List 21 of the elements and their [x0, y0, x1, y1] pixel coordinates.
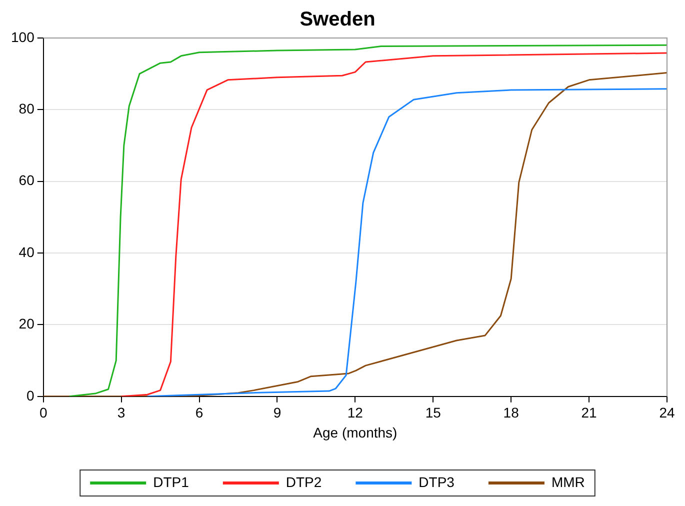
legend-label: DTP2 — [286, 474, 322, 490]
x-tick-label: 21 — [581, 404, 598, 421]
x-tick-label: 0 — [39, 404, 48, 421]
x-tick-label: 18 — [503, 404, 520, 421]
y-tick-label: 0 — [26, 387, 35, 404]
y-tick-label: 80 — [18, 100, 35, 117]
legend-label: MMR — [551, 474, 585, 490]
y-tick-label: 20 — [18, 316, 35, 332]
x-tick-label: 6 — [195, 404, 204, 421]
x-tick-label: 24 — [659, 404, 675, 421]
x-axis-title: Age (months) — [313, 424, 398, 440]
x-tick-label: 9 — [273, 404, 282, 421]
x-tick-label: 12 — [347, 404, 364, 421]
y-tick-label: 40 — [18, 244, 35, 260]
y-tick-label: 60 — [18, 172, 35, 188]
x-tick-label: 3 — [117, 404, 126, 421]
chart-title: Sweden — [300, 8, 376, 31]
legend-label: DTP1 — [153, 474, 190, 490]
legend-label: DTP3 — [418, 474, 455, 490]
x-tick-label: 15 — [425, 404, 442, 421]
y-tick-label: 100 — [11, 28, 35, 45]
